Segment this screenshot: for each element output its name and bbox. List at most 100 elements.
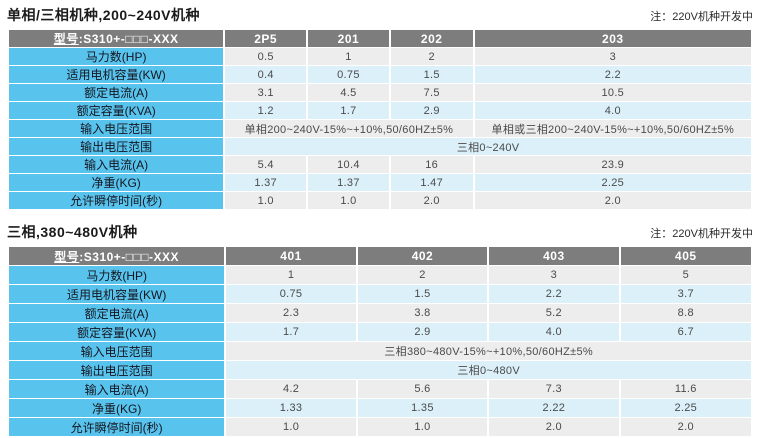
data-cell: 1.0 (357, 418, 488, 436)
column-header: 402 (357, 247, 488, 265)
column-header: 405 (620, 247, 751, 265)
data-cell: 0.75 (226, 285, 356, 303)
row-label: 允许瞬停时间(秒) (9, 192, 224, 209)
data-cell: 2.0 (489, 418, 619, 436)
data-cell: 3.7 (620, 285, 751, 303)
section-note-200v: 注：220V机种开发中 (650, 11, 753, 23)
section-title-380v: 三相,380~480V机种 (7, 224, 138, 240)
table-row: 额定容量(KVA) 1.7 2.9 4.0 6.7 (9, 323, 751, 341)
data-cell: 三相0~240V (225, 138, 751, 155)
table-row: 净重(KG) 1.37 1.37 1.47 2.25 (9, 174, 751, 191)
data-cell: 2.0 (620, 418, 751, 436)
data-cell: 16 (390, 156, 473, 173)
data-cell: 1.7 (308, 102, 389, 119)
row-label: 马力数(HP) (9, 48, 224, 65)
column-header: 201 (308, 30, 389, 47)
table-row: 输入电流(A) 5.4 10.4 16 23.9 (9, 156, 751, 173)
section-header-200v: 单相/三相机种,200~240V机种 注：220V机种开发中 (7, 5, 753, 23)
table-row: 允许瞬停时间(秒) 1.0 1.0 2.0 2.0 (9, 192, 751, 209)
data-cell: 4.5 (308, 84, 389, 101)
column-header: 401 (226, 247, 356, 265)
data-cell: 单相或三相200~240V-15%~+10%,50/60HZ±5% (474, 120, 751, 137)
data-cell: 4.2 (226, 380, 356, 398)
section-header-380v: 三相,380~480V机种 注：220V机种开发中 (7, 222, 753, 240)
data-cell: 0.5 (225, 48, 307, 65)
row-label: 输入电压范围 (9, 342, 225, 360)
table-row: 额定电流(A) 3.1 4.5 7.5 10.5 (9, 84, 751, 101)
data-cell: 1.47 (390, 174, 473, 191)
data-cell: 4.0 (489, 323, 619, 341)
data-cell: 三相380~480V-15%~+10%,50/60HZ±5% (226, 342, 751, 360)
data-cell: 3 (489, 266, 619, 284)
row-label: 额定容量(KVA) (9, 102, 224, 119)
data-cell: 1.0 (226, 418, 356, 436)
data-cell: 1.0 (308, 192, 389, 209)
column-header: 403 (489, 247, 619, 265)
data-cell: 11.6 (620, 380, 751, 398)
data-cell: 8.8 (620, 304, 751, 322)
data-cell: 5.2 (489, 304, 619, 322)
data-cell: 7.3 (489, 380, 619, 398)
table-row: 适用电机容量(KW) 0.75 1.5 2.2 3.7 (9, 285, 751, 303)
data-cell: 1.37 (225, 174, 307, 191)
model-header: 型号:S310+-□□□-XXX (9, 247, 225, 265)
row-label: 适用电机容量(KW) (9, 66, 224, 83)
data-cell: 2.9 (390, 102, 473, 119)
data-cell: 1.0 (225, 192, 307, 209)
row-label: 额定容量(KVA) (9, 323, 225, 341)
table-row: 适用电机容量(KW) 0.4 0.75 1.5 2.2 (9, 66, 751, 83)
column-header: 2P5 (225, 30, 307, 47)
data-cell: 2.25 (474, 174, 751, 191)
model-suffix: :S310+-□□□-XXX (79, 249, 180, 264)
table-row: 额定容量(KVA) 1.2 1.7 2.9 4.0 (9, 102, 751, 119)
row-label: 允许瞬停时间(秒) (9, 418, 225, 436)
table-row: 输入电压范围 单相200~240V-15%~+10%,50/60HZ±5% 单相或三… (9, 120, 751, 137)
row-label: 额定电流(A) (9, 304, 225, 322)
data-cell: 单相200~240V-15%~+10%,50/60HZ±5% (225, 120, 473, 137)
data-cell: 5 (620, 266, 751, 284)
row-label: 净重(KG) (9, 174, 224, 191)
table-row: 输出电压范围 三相0~480V (9, 361, 751, 379)
table-row: 额定电流(A) 2.3 3.8 5.2 8.8 (9, 304, 751, 322)
table-header-row: 型号:S310+-□□□-XXX 401 402 403 405 (9, 247, 751, 265)
table-row: 输入电压范围 三相380~480V-15%~+10%,50/60HZ±5% (9, 342, 751, 360)
data-cell: 5.4 (225, 156, 307, 173)
data-cell: 5.6 (357, 380, 488, 398)
data-cell: 3 (474, 48, 751, 65)
row-label: 马力数(HP) (9, 266, 225, 284)
data-cell: 0.75 (308, 66, 389, 83)
model-prefix: 型号 (54, 249, 80, 264)
data-cell: 3.8 (357, 304, 488, 322)
row-label: 输入电流(A) (9, 156, 224, 173)
data-cell: 2 (357, 266, 488, 284)
table-row: 马力数(HP) 0.5 1 2 3 (9, 48, 751, 65)
data-cell: 1.5 (357, 285, 488, 303)
section-note-380v: 注：220V机种开发中 (650, 228, 753, 240)
spec-table-380v: 型号:S310+-□□□-XXX 401 402 403 405 马力数(HP) 1 2 3 5 适… (7, 246, 753, 437)
spec-table-200v: 型号:S310+-□□□-XXX 2P5 201 202 203 马力数(HP) 0.5 1 2… (7, 29, 753, 210)
table-row: 输出电压范围 三相0~240V (9, 138, 751, 155)
data-cell: 1.35 (357, 399, 488, 417)
data-cell: 1.7 (226, 323, 356, 341)
data-cell: 2.22 (489, 399, 619, 417)
data-cell: 1.37 (308, 174, 389, 191)
row-label: 输入电流(A) (9, 380, 225, 398)
table-row: 马力数(HP) 1 2 3 5 (9, 266, 751, 284)
data-cell: 1.5 (390, 66, 473, 83)
data-cell: 1.2 (225, 102, 307, 119)
row-label: 净重(KG) (9, 399, 225, 417)
data-cell: 三相0~480V (226, 361, 751, 379)
table-row: 净重(KG) 1.33 1.35 2.22 2.25 (9, 399, 751, 417)
data-cell: 2.2 (489, 285, 619, 303)
data-cell: 2.25 (620, 399, 751, 417)
data-cell: 1 (226, 266, 356, 284)
row-label: 输出电压范围 (9, 361, 225, 379)
model-prefix: 型号 (53, 32, 79, 46)
data-cell: 2.2 (474, 66, 751, 83)
data-cell: 3.1 (225, 84, 307, 101)
data-cell: 2 (390, 48, 473, 65)
data-cell: 0.4 (225, 66, 307, 83)
data-cell: 1 (308, 48, 389, 65)
row-label: 适用电机容量(KW) (9, 285, 225, 303)
data-cell: 23.9 (474, 156, 751, 173)
